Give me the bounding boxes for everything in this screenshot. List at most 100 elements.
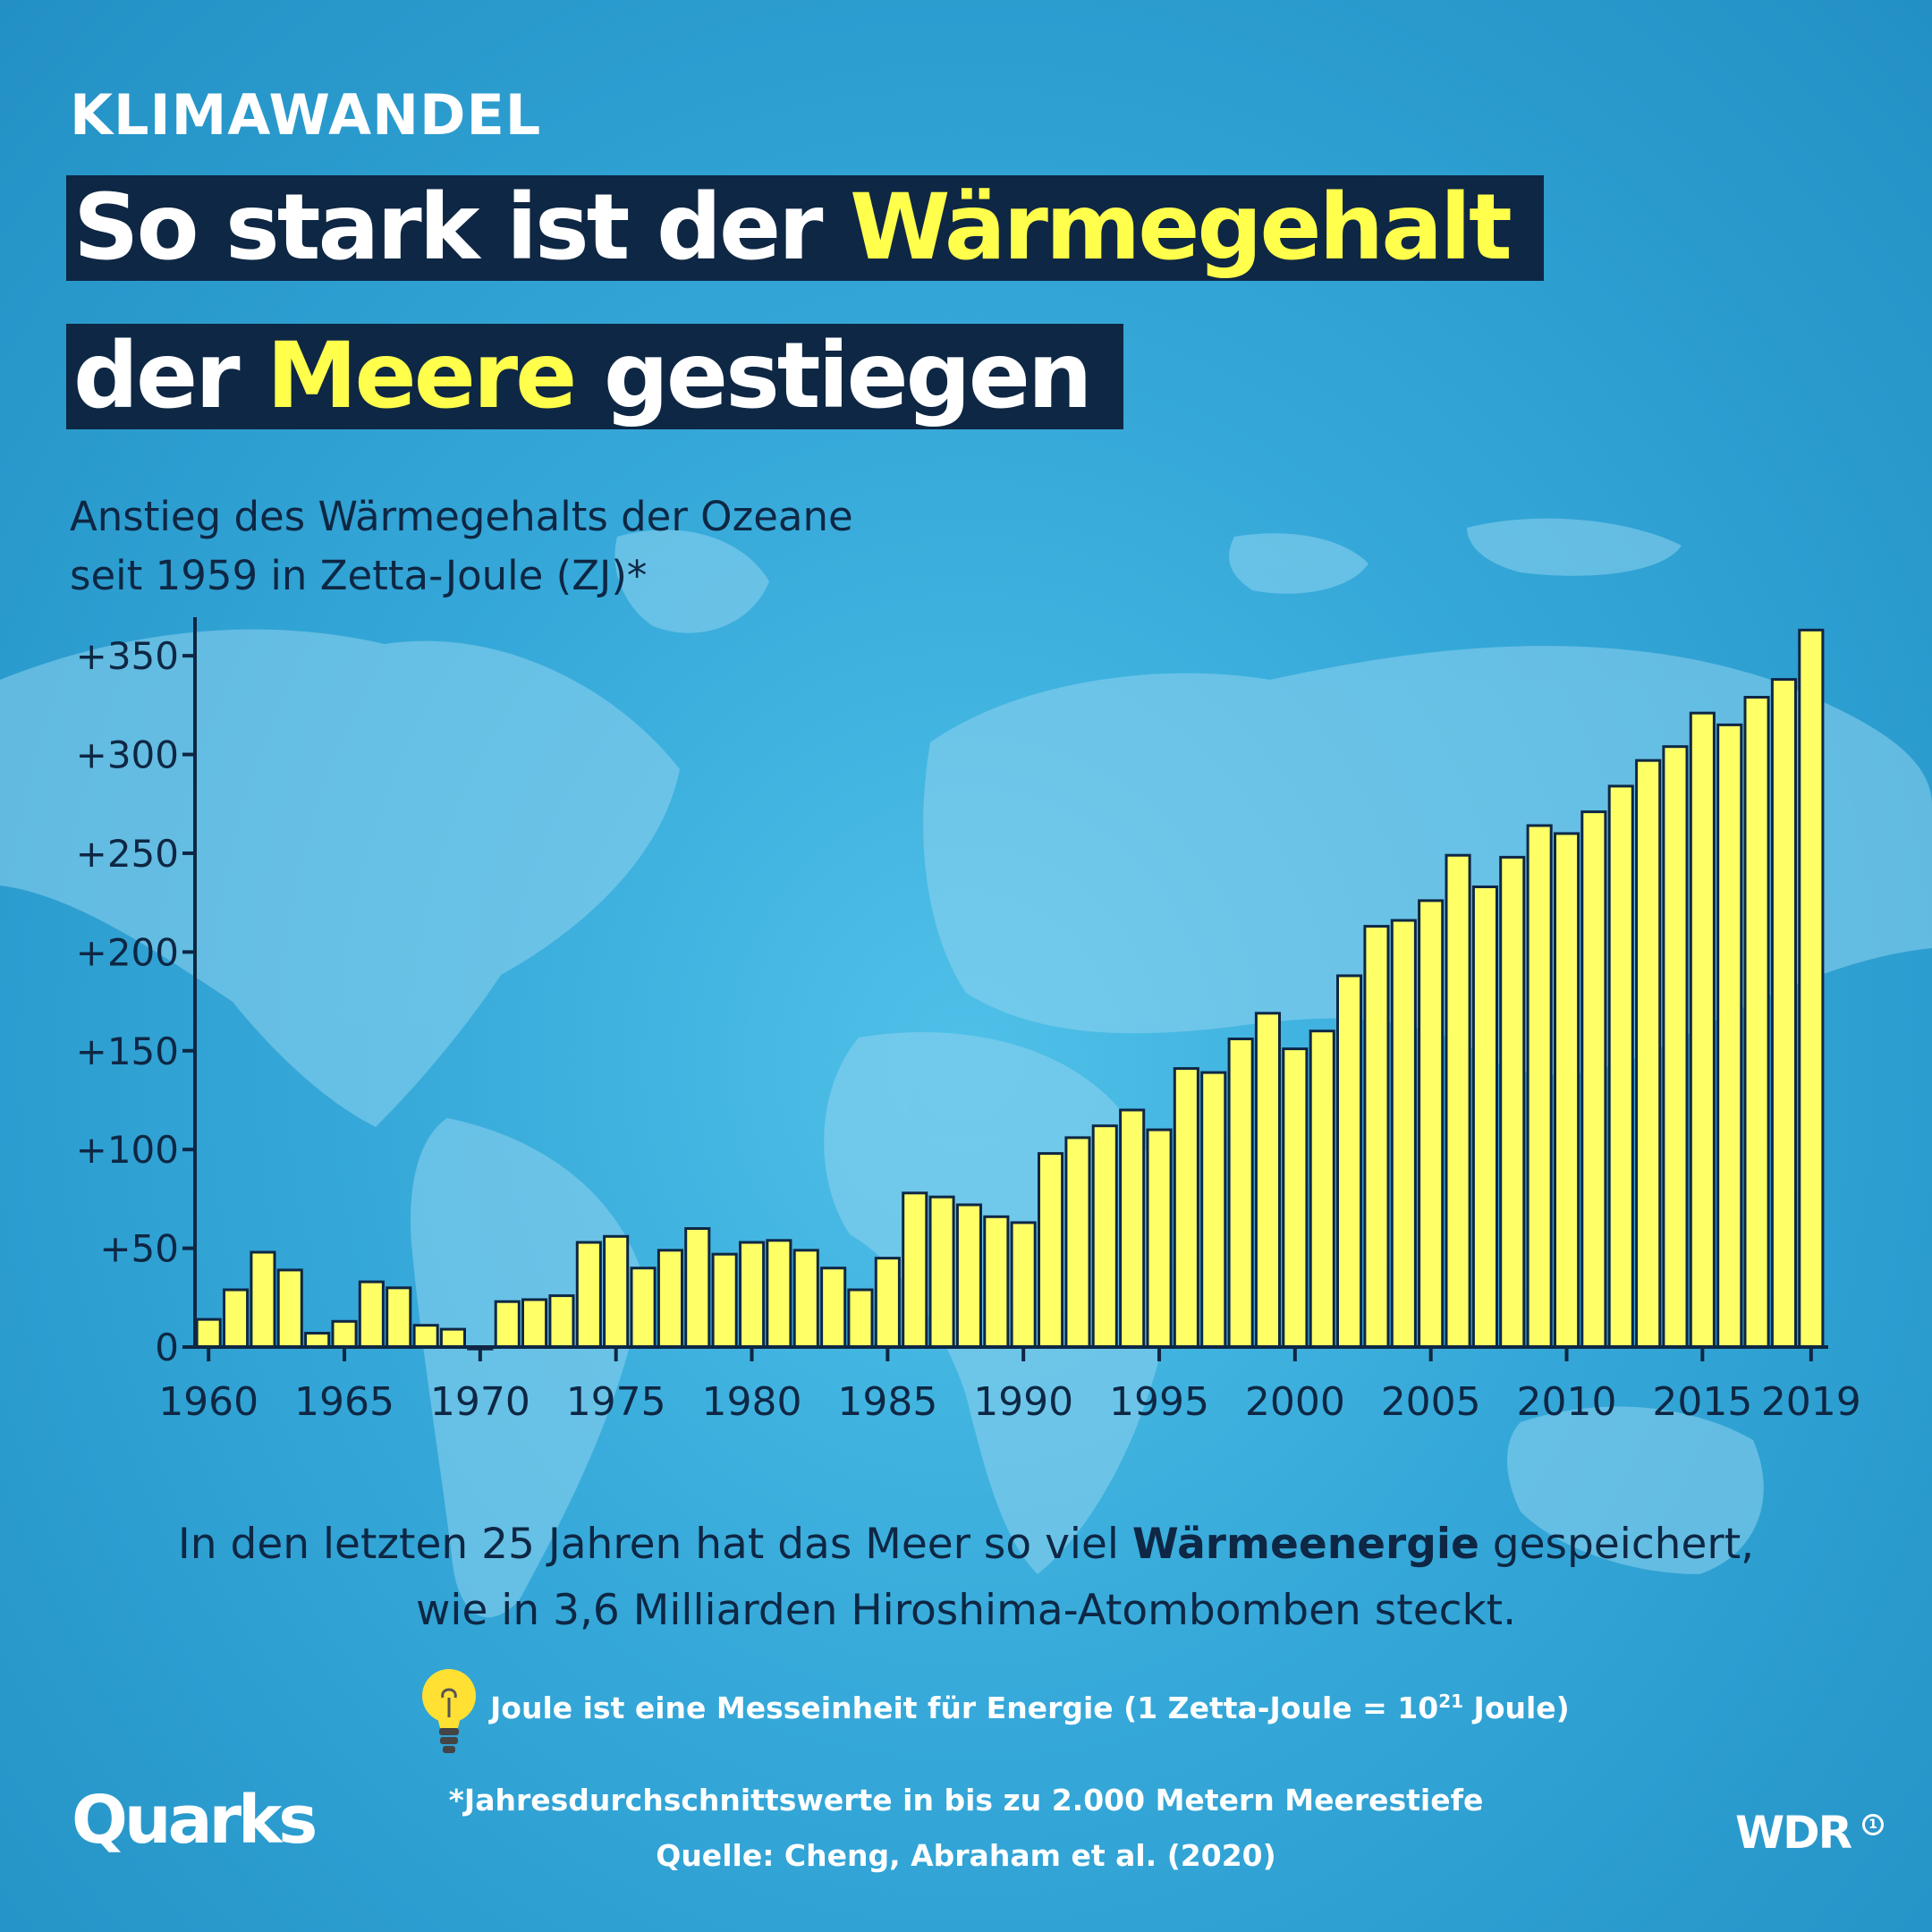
bar-1985 [874,1257,901,1349]
x-tick-label: 2015 [1652,1379,1752,1425]
bar-2007 [1471,886,1499,1349]
bar-2006 [1445,853,1471,1349]
chart-subtitle: Anstieg des Wärmegehalts der Ozeane seit… [70,487,853,606]
x-tick-label: 1975 [566,1379,666,1425]
bar-2002 [1336,974,1363,1349]
y-tick-label: +250 [76,832,179,876]
bar-1995 [1146,1128,1173,1349]
footnotes: *Jahresdurchschnittswerte in bis zu 2.00… [0,1773,1932,1884]
key-statement: In den letzten 25 Jahren hat das Meer so… [0,1512,1932,1644]
bar-2009 [1526,824,1553,1349]
x-tick-label: 2010 [1517,1379,1617,1425]
bar-1977 [657,1249,684,1349]
bar-1979 [711,1252,738,1349]
bar-1973 [548,1294,575,1349]
x-tick-label: 1985 [837,1379,937,1425]
lightbulb-icon [422,1669,476,1753]
bar-2005 [1418,899,1445,1349]
bar-1990 [1010,1221,1037,1349]
y-tick-label: +50 [99,1227,179,1271]
bar-1963 [276,1268,303,1349]
joule-note-text-end: Joule) [1463,1690,1570,1725]
y-tick-label: 0 [155,1326,179,1369]
headline: So stark ist der Wärmegehalt der Meere g… [66,175,1544,472]
bar-2012 [1607,784,1634,1349]
bar-1996 [1173,1067,1199,1349]
statement-emphasis: Wärmeenergie [1131,1520,1479,1569]
bar-2013 [1635,758,1662,1349]
bar-1971 [494,1300,521,1349]
joule-note-text: Joule ist eine Messeinheit für Energie (… [490,1690,1439,1725]
x-tick-label: 1960 [158,1379,258,1425]
bar-2019 [1798,628,1825,1349]
bar-1999 [1254,1012,1282,1349]
x-tick-label: 1980 [702,1379,802,1425]
footnote: *Jahresdurchschnittswerte in bis zu 2.00… [448,1783,1484,1818]
source: Quelle: Cheng, Abraham et al. (2020) [656,1838,1276,1873]
y-tick-label: +300 [76,733,179,777]
y-tick-label: +200 [76,930,179,974]
wdr-logo: WDR [1735,1807,1852,1859]
bar-1962 [250,1250,276,1349]
headline-text: gestiegen [574,323,1093,429]
bar-1987 [928,1195,955,1349]
bar-1965 [331,1319,358,1349]
bar-2001 [1309,1030,1335,1349]
x-tick-label: 1990 [973,1379,1073,1425]
wdr-one-mark: 1 [1862,1814,1884,1835]
bar-2004 [1390,919,1417,1349]
x-tick-label: 1970 [430,1379,530,1425]
headline-line-2: der Meere gestiegen [66,323,1124,429]
bar-1993 [1091,1124,1118,1349]
statement-text: gespeichert, [1479,1520,1755,1569]
bar-1998 [1227,1038,1254,1349]
y-axis-ticks: 0 +50 +100 +150 +200 +250 +300 +350 [76,634,195,1369]
bar-1994 [1119,1108,1146,1349]
bar-1961 [223,1288,250,1349]
bar-1983 [820,1267,847,1349]
bar-1968 [412,1324,439,1349]
bar-1992 [1064,1136,1091,1349]
quarks-logo: Quarks [72,1782,318,1859]
bar-1969 [439,1327,466,1349]
bar-2010 [1554,832,1580,1349]
bar-1981 [766,1239,792,1349]
bar-1997 [1200,1071,1227,1349]
statement-text: In den letzten 25 Jahren hat das Meer so… [177,1520,1132,1569]
key-statement-line-1: In den letzten 25 Jahren hat das Meer so… [0,1512,1932,1578]
bar-1980 [739,1241,766,1349]
bar-1978 [684,1227,711,1349]
bar-1974 [575,1241,602,1349]
x-tick-label: 1965 [294,1379,394,1425]
joule-note: Joule ist eine Messeinheit für Energie (… [490,1690,1570,1725]
bar-1975 [603,1234,630,1349]
bar-2011 [1580,810,1607,1349]
chart-subtitle-line-2: seit 1959 in Zetta-Joule (ZJ)* [70,552,648,599]
bar-series [195,628,1825,1351]
bar-2000 [1282,1047,1309,1349]
headline-text: So stark ist der [73,174,850,281]
x-tick-label: 2005 [1381,1379,1481,1425]
bar-1972 [521,1298,548,1349]
bar-1960 [195,1318,222,1349]
bar-1989 [983,1215,1010,1349]
bar-2015 [1689,711,1716,1349]
x-axis-ticks: 1960 1965 1970 1975 1980 1985 1990 1995 2000 2005… [158,1347,1861,1425]
headline-text: der [73,323,267,429]
joule-note-superscript: 21 [1438,1690,1464,1712]
bar-1991 [1038,1152,1064,1349]
y-tick-label: +100 [76,1128,179,1172]
bar-2017 [1743,696,1770,1349]
x-tick-label: 2000 [1245,1379,1345,1425]
x-tick-label: 2019 [1761,1379,1861,1425]
bar-1964 [304,1332,331,1349]
bar-1982 [792,1249,819,1349]
bar-1986 [902,1191,928,1349]
bar-1966 [358,1280,385,1349]
x-tick-label: 1995 [1109,1379,1209,1425]
headline-highlight: Wärmegehalt [849,174,1513,281]
y-tick-label: +150 [76,1030,179,1073]
bar-2016 [1716,723,1743,1349]
